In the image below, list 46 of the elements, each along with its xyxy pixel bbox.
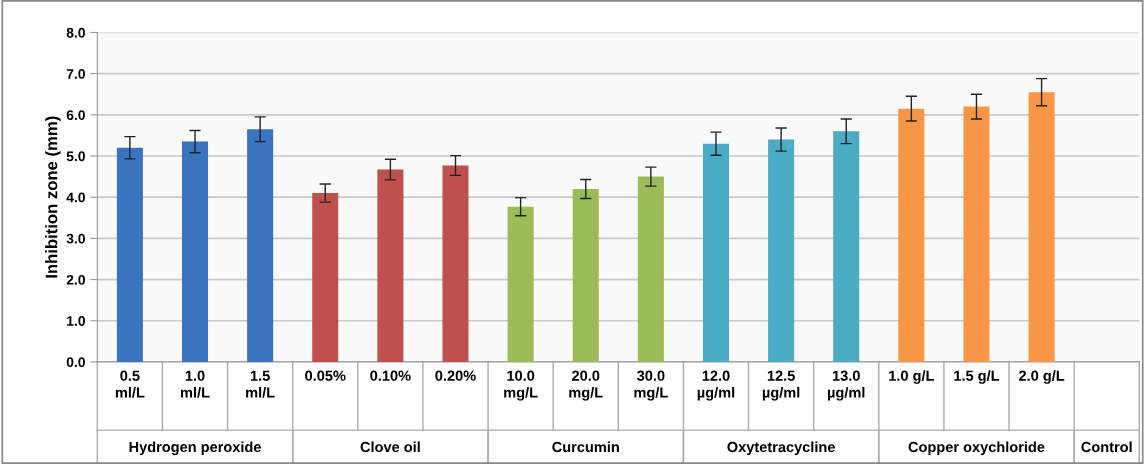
bar: [1028, 92, 1055, 362]
x-tick-label: 0.10%: [370, 370, 411, 381]
text: Curcumin: [552, 441, 619, 453]
y-tick-label: 8.0: [66, 27, 85, 38]
x-tick-label: 10.0 mg/L: [504, 370, 538, 401]
bar: [898, 108, 925, 362]
bar: [507, 206, 534, 362]
bar: [963, 106, 990, 362]
bar: [181, 141, 209, 362]
y-tick-label: 3.0: [66, 233, 85, 244]
x-tick-label: 1.5 ml/L: [246, 370, 275, 398]
y-tick-label: 7.0: [66, 68, 85, 79]
text: Oxytetracycline: [727, 441, 835, 456]
x-tick-label: 0.20%: [435, 370, 476, 381]
x-tick-label: 20.0 mg/L: [569, 370, 603, 401]
y-tick-label: 6.0: [66, 110, 85, 121]
x-tick-label: 12.5 µg/ml: [762, 370, 800, 401]
x-tick-label: 13.0 µg/ml: [827, 370, 865, 401]
text: Clove oil: [360, 441, 420, 453]
y-tick-label: 2.0: [66, 274, 85, 285]
y-tick-label: 5.0: [66, 151, 85, 162]
bar: [637, 176, 664, 362]
x-tick-label: 30.0 mg/L: [634, 370, 668, 401]
bar: [768, 139, 795, 362]
text: Hydrogen peroxide: [129, 441, 261, 456]
x-tick-label: 1.0 ml/L: [180, 370, 210, 398]
text: Copper oxychloride: [908, 441, 1045, 456]
y-tick-label: 0.0: [66, 357, 85, 368]
bar: [377, 169, 404, 362]
x-tick-label: 2.0 g/L: [1019, 370, 1065, 384]
y-tick-label: 1.0: [67, 316, 85, 326]
bar: [247, 129, 274, 362]
bar: [442, 165, 469, 362]
x-tick-label: 1.5 g/L: [954, 370, 1000, 384]
y-tick-label: 4.0: [66, 192, 85, 203]
bar: [572, 188, 599, 362]
bar: [702, 143, 730, 362]
x-tick-label: 0.5 ml/L: [115, 370, 145, 398]
bar: [833, 131, 860, 362]
bar: [116, 147, 143, 362]
text: Control: [1081, 441, 1132, 453]
x-tick-label: 1.0 g/L: [889, 370, 934, 384]
bar: [312, 193, 339, 362]
x-tick-label: 0.05%: [305, 370, 346, 381]
x-tick-label: 12.0 µg/ml: [697, 370, 735, 401]
y-axis-title: Inhibition zone (mm): [45, 116, 61, 278]
